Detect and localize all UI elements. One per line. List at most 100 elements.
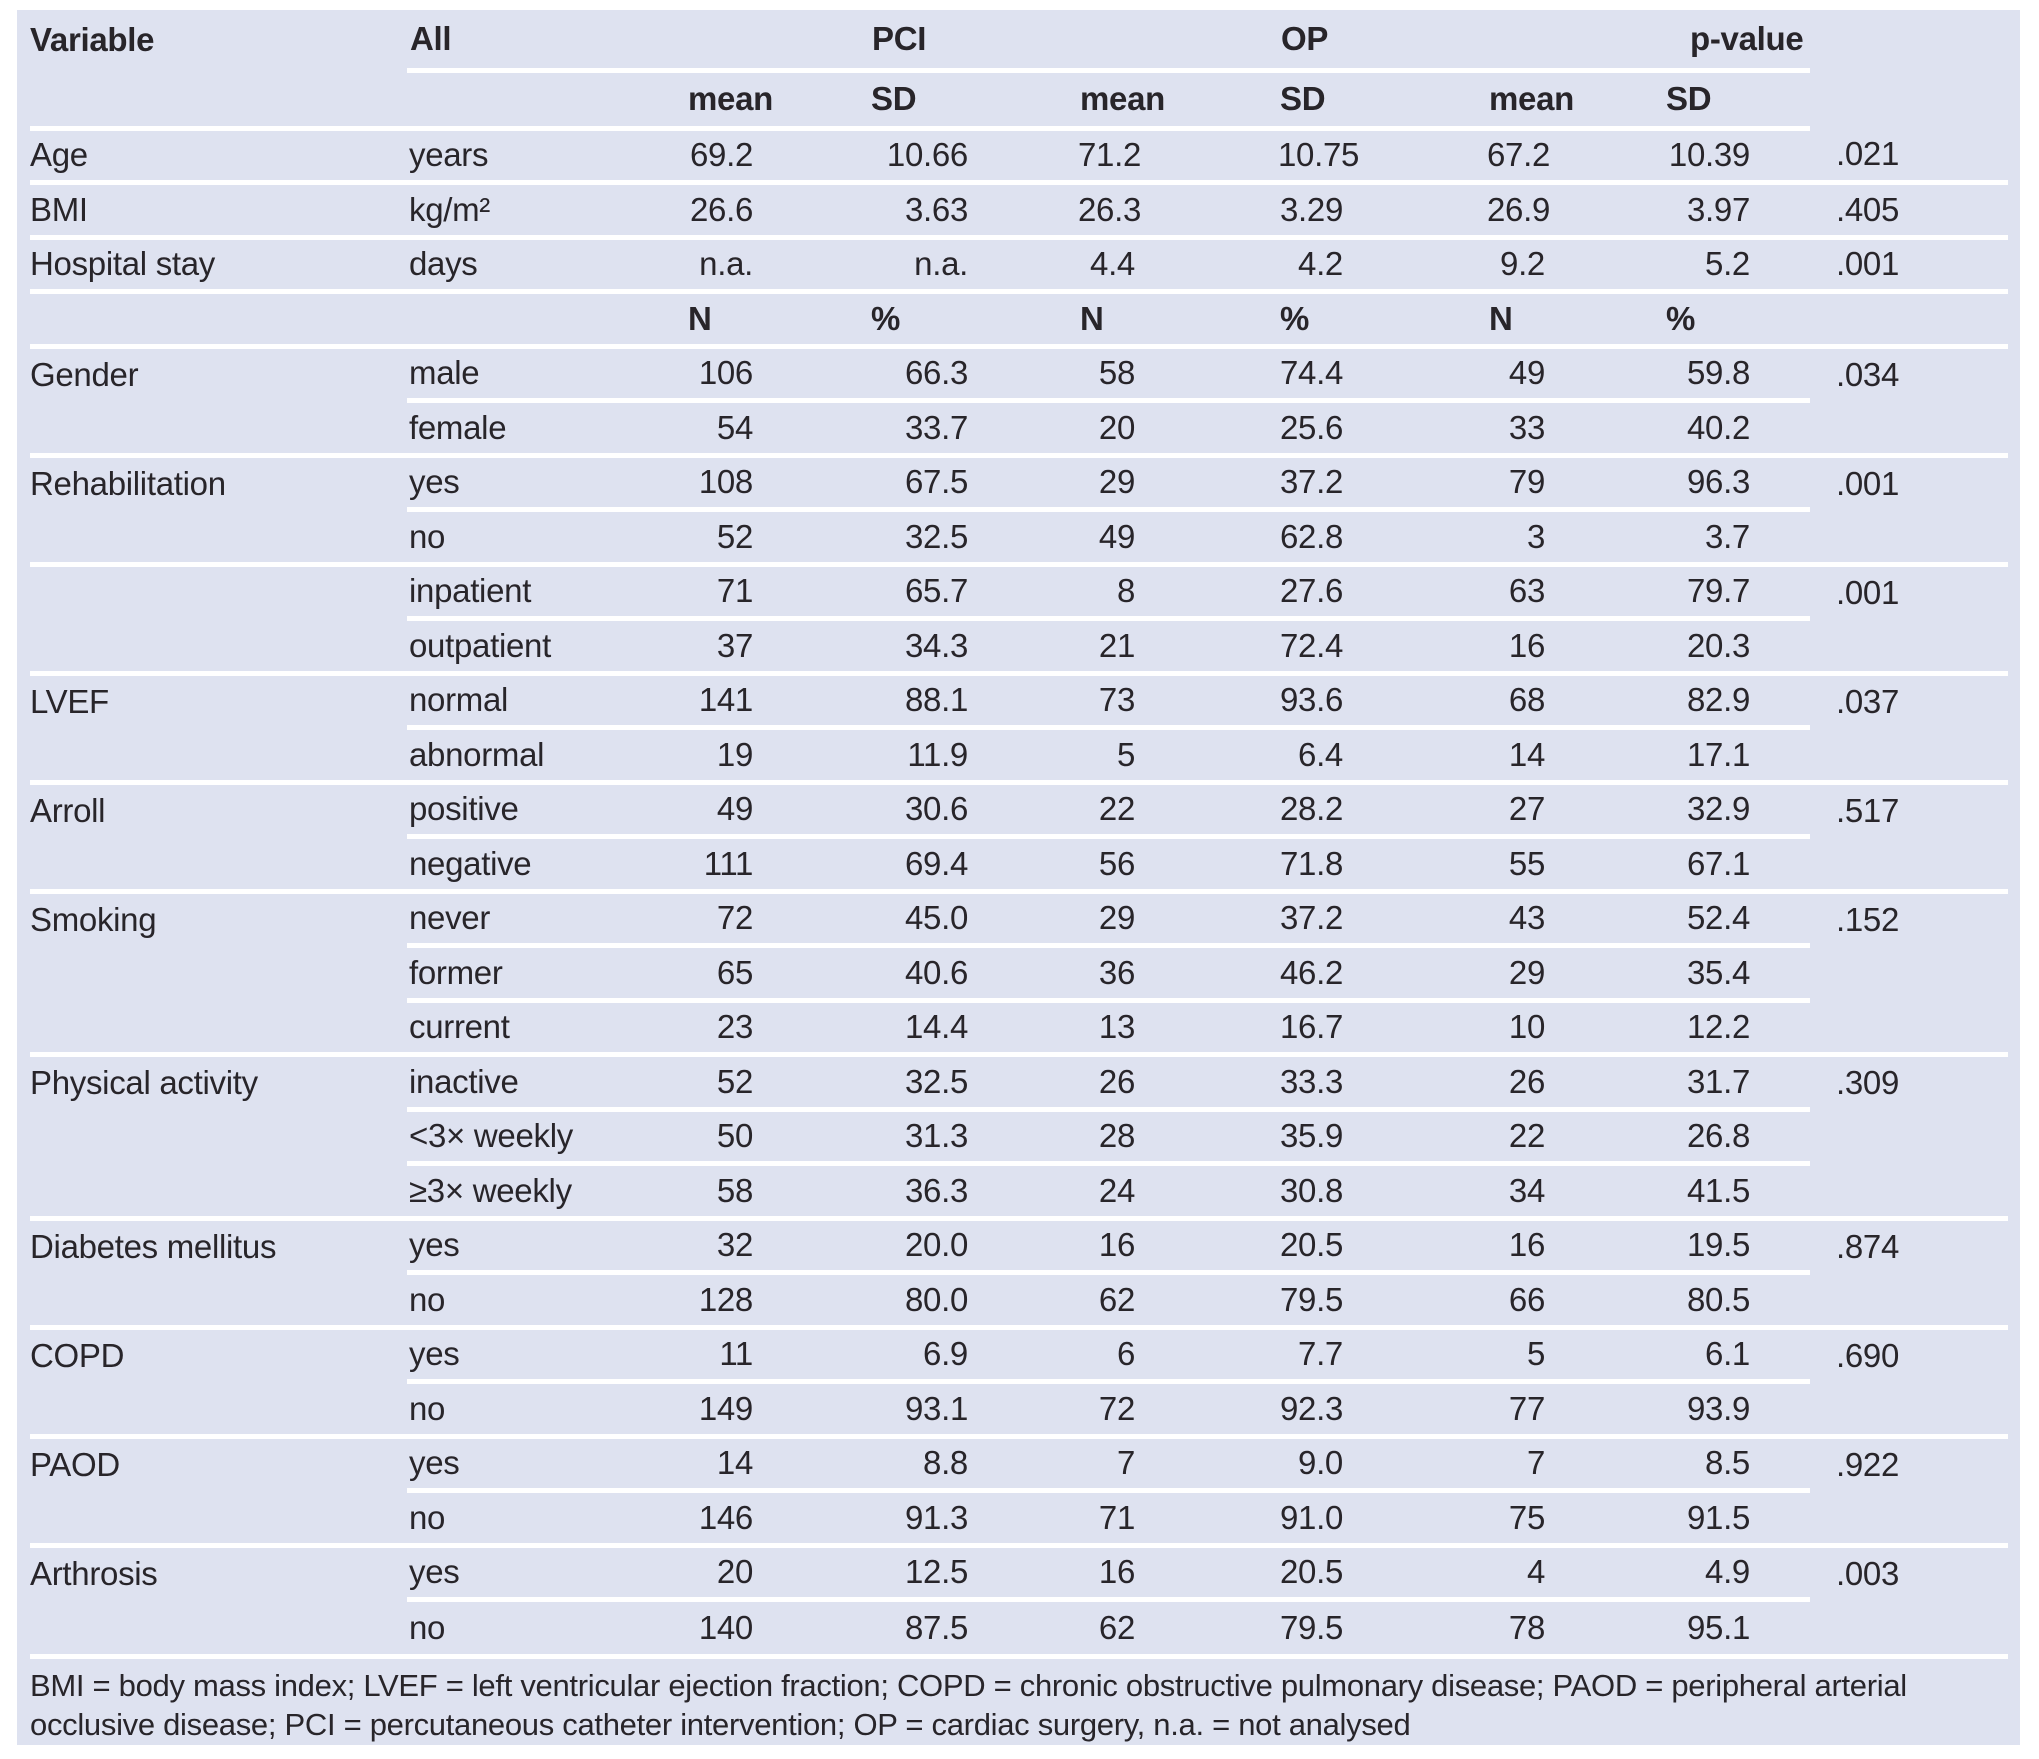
p-value-cell — [1810, 837, 2008, 892]
all-pct-cell: 91.3 — [869, 1488, 1078, 1545]
pci-n-cell: 72 — [1078, 1379, 1278, 1436]
stat-header-all-mean: mean — [685, 70, 869, 131]
pci-pct-cell: 91.0 — [1278, 1488, 1487, 1545]
pci-n-cell: 56 — [1078, 834, 1278, 891]
all-n-cell: 19 — [685, 725, 869, 782]
category-cell: inpatient — [407, 561, 685, 619]
category-cell: no — [407, 1270, 685, 1327]
op-n-cell: 7 — [1487, 1433, 1664, 1491]
p-value-cell — [1810, 1600, 2008, 1655]
op-pct-cell: 82.9 — [1664, 670, 1810, 728]
stat-header-all-sd: SD — [869, 70, 1078, 131]
baseline-characteristics-table: Variable All PCI OP p-value mean SD mean… — [30, 10, 2008, 1654]
all-n-cell: 23 — [685, 997, 869, 1055]
op-n-cell: 26 — [1487, 1052, 1664, 1109]
all-n-cell: 58 — [685, 1161, 869, 1218]
table-row: Arroll positive 49 30.6 22 28.2 27 32.9.517 — [30, 779, 2008, 837]
p-value-cell — [1810, 1491, 2008, 1546]
p-value-cell — [1810, 1164, 2008, 1219]
p-value-cell: .874 — [1810, 1215, 2008, 1273]
all-n-cell: 146 — [685, 1488, 869, 1545]
pci-pct-cell: 4.2 — [1278, 234, 1487, 292]
variable-cell: PAOD — [30, 1433, 407, 1491]
category-cell: former — [407, 943, 685, 1000]
all-n-cell: 141 — [685, 670, 869, 728]
all-n-cell: 11 — [685, 1324, 869, 1382]
pci-n-cell: 6 — [1078, 1324, 1278, 1382]
pci-n-cell: 71.2 — [1078, 136, 1142, 174]
op-n-cell: 16 — [1487, 1215, 1664, 1273]
variable-cell: COPD — [30, 1324, 407, 1382]
table-row: no 128 80.0 62 79.5 66 80.5 — [30, 1270, 2008, 1327]
pci-n-cell: 24 — [1078, 1161, 1278, 1218]
category-cell: negative — [407, 834, 685, 891]
pci-pct-cell: 10.75 — [1278, 136, 1360, 174]
pci-n-cell: 20 — [1078, 398, 1278, 455]
pci-n-cell: 71 — [1078, 1488, 1278, 1545]
variable-cell — [30, 728, 407, 783]
op-pct-cell: 5.2 — [1664, 234, 1810, 292]
all-n-cell: 50 — [685, 1106, 869, 1164]
op-pct-cell: 31.7 — [1664, 1052, 1810, 1109]
all-pct-cell: 93.1 — [869, 1379, 1078, 1436]
p-value-cell — [1810, 619, 2008, 674]
op-n-cell: 26.9 — [1487, 180, 1664, 237]
op-pct-cell: 3.97 — [1664, 180, 1810, 237]
variable-cell — [30, 1109, 407, 1164]
variable-cell: Age — [30, 136, 88, 174]
op-n-cell: 5 — [1487, 1324, 1664, 1382]
all-pct-cell: 32.5 — [869, 1052, 1078, 1109]
all-pct-cell: 65.7 — [869, 561, 1078, 619]
op-n-cell: 75 — [1487, 1488, 1664, 1545]
pci-n-cell: 26.3 — [1078, 180, 1278, 237]
category-cell: yes — [407, 1542, 685, 1600]
variable-cell: Smoking — [30, 888, 407, 946]
op-pct-cell: 52.4 — [1664, 888, 1810, 946]
all-pct-cell: 6.9 — [869, 1324, 1078, 1382]
pci-pct-cell: 28.2 — [1278, 779, 1487, 837]
op-pct-cell: 59.8 — [1664, 343, 1810, 401]
variable-cell: Hospital stay — [30, 234, 407, 292]
pci-pct-cell: 93.6 — [1278, 670, 1487, 728]
variable-cell: Physical activity — [30, 1052, 407, 1109]
pci-n-cell: 4.4 — [1078, 234, 1278, 292]
stat-header-pci-mean: mean — [1078, 70, 1278, 131]
variable-cell: Diabetes mellitus — [30, 1215, 407, 1273]
table-row: COPD yes 11 6.9 6 7.7 5 6.1.690 — [30, 1324, 2008, 1382]
all-pct-cell: 33.7 — [869, 398, 1078, 455]
op-pct-cell: 6.1 — [1664, 1324, 1810, 1382]
variable-cell — [30, 1164, 407, 1219]
all-n-cell: n.a. — [685, 234, 869, 292]
p-value-cell — [1810, 728, 2008, 783]
op-n-cell: 10 — [1487, 997, 1664, 1055]
all-n-cell: 72 — [685, 888, 869, 946]
variable-cell: Arroll — [30, 779, 407, 837]
all-pct-cell: 80.0 — [869, 1270, 1078, 1327]
variable-cell — [30, 561, 407, 619]
category-cell: ≥3× weekly — [407, 1161, 685, 1218]
pci-n-cell: 8 — [1078, 561, 1278, 619]
all-n-cell: 111 — [685, 834, 869, 891]
stat-header-pci-sd: SD — [1278, 70, 1487, 131]
all-n-cell: 14 — [685, 1433, 869, 1491]
op-n-cell: 34 — [1487, 1161, 1664, 1218]
pci-pct-cell: 16.7 — [1278, 997, 1487, 1055]
pci-n-cell: 29 — [1078, 888, 1278, 946]
pci-n-cell: 73 — [1078, 670, 1278, 728]
variable-cell — [30, 1600, 407, 1655]
pci-pct-cell: 27.6 — [1278, 561, 1487, 619]
op-n-cell: 4 — [1487, 1542, 1664, 1600]
all-pct-cell: 36.3 — [869, 1161, 1078, 1218]
pci-pct-cell: 25.6 — [1278, 398, 1487, 455]
table-row: PAOD yes 14 8.8 7 9.0 7 8.5.922 — [30, 1433, 2008, 1491]
pci-n-cell: 21 — [1078, 616, 1278, 673]
op-pct-cell: 8.5 — [1664, 1433, 1810, 1491]
pci-pct-cell: 20.5 — [1278, 1542, 1487, 1600]
table-row: ≥3× weekly 58 36.3 24 30.8 34 41.5 — [30, 1161, 2008, 1219]
op-pct-cell: 3.7 — [1664, 507, 1810, 564]
op-n-cell: 3 — [1487, 507, 1664, 564]
table-row: no 149 93.1 72 92.3 77 93.9 — [30, 1379, 2008, 1436]
pci-pct-cell: 37.2 — [1278, 452, 1487, 510]
group-header-op: OP — [1278, 10, 1664, 73]
table-row: former 65 40.6 36 46.2 29 35.4 — [30, 943, 2008, 1000]
